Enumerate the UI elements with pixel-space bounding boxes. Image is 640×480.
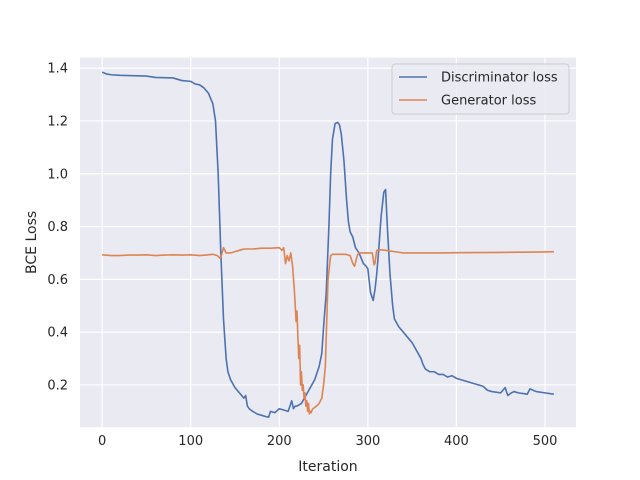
legend-label: Generator loss bbox=[441, 94, 536, 109]
y-tick-label: 0.2 bbox=[47, 378, 68, 393]
series-layer bbox=[101, 71, 554, 418]
x-tick-label: 0 bbox=[98, 434, 106, 449]
x-tick-label: 100 bbox=[178, 434, 203, 449]
discriminator-loss-line bbox=[101, 71, 554, 418]
x-tick-label: 400 bbox=[444, 434, 469, 449]
x-axis-label: Iteration bbox=[298, 459, 357, 475]
legend-discriminator: Discriminator loss bbox=[399, 71, 558, 86]
y-tick-label: 1.4 bbox=[47, 62, 68, 77]
legend: Discriminator loss Generator loss bbox=[391, 63, 570, 115]
grid bbox=[80, 57, 576, 428]
tick-labels: 0 100 200 300 400 500 0.2 0.4 0.6 0.8 1.0 1.2 1.4 bbox=[47, 62, 557, 450]
x-tick-label: 500 bbox=[533, 434, 558, 449]
y-tick-label: 0.6 bbox=[47, 273, 68, 288]
x-tick-label: 300 bbox=[355, 434, 380, 449]
legend-frame bbox=[391, 63, 570, 115]
legend-label: Discriminator loss bbox=[441, 71, 558, 86]
y-axis-label: BCE Loss bbox=[24, 211, 40, 274]
y-tick-label: 1.0 bbox=[47, 167, 68, 182]
legend-generator: Generator loss bbox=[399, 94, 536, 109]
y-tick-label: 0.4 bbox=[47, 326, 68, 341]
y-tick-label: 1.2 bbox=[47, 114, 68, 129]
generator-loss-line bbox=[102, 246, 554, 415]
x-tick-label: 200 bbox=[267, 434, 292, 449]
y-tick-label: 0.8 bbox=[47, 220, 68, 235]
